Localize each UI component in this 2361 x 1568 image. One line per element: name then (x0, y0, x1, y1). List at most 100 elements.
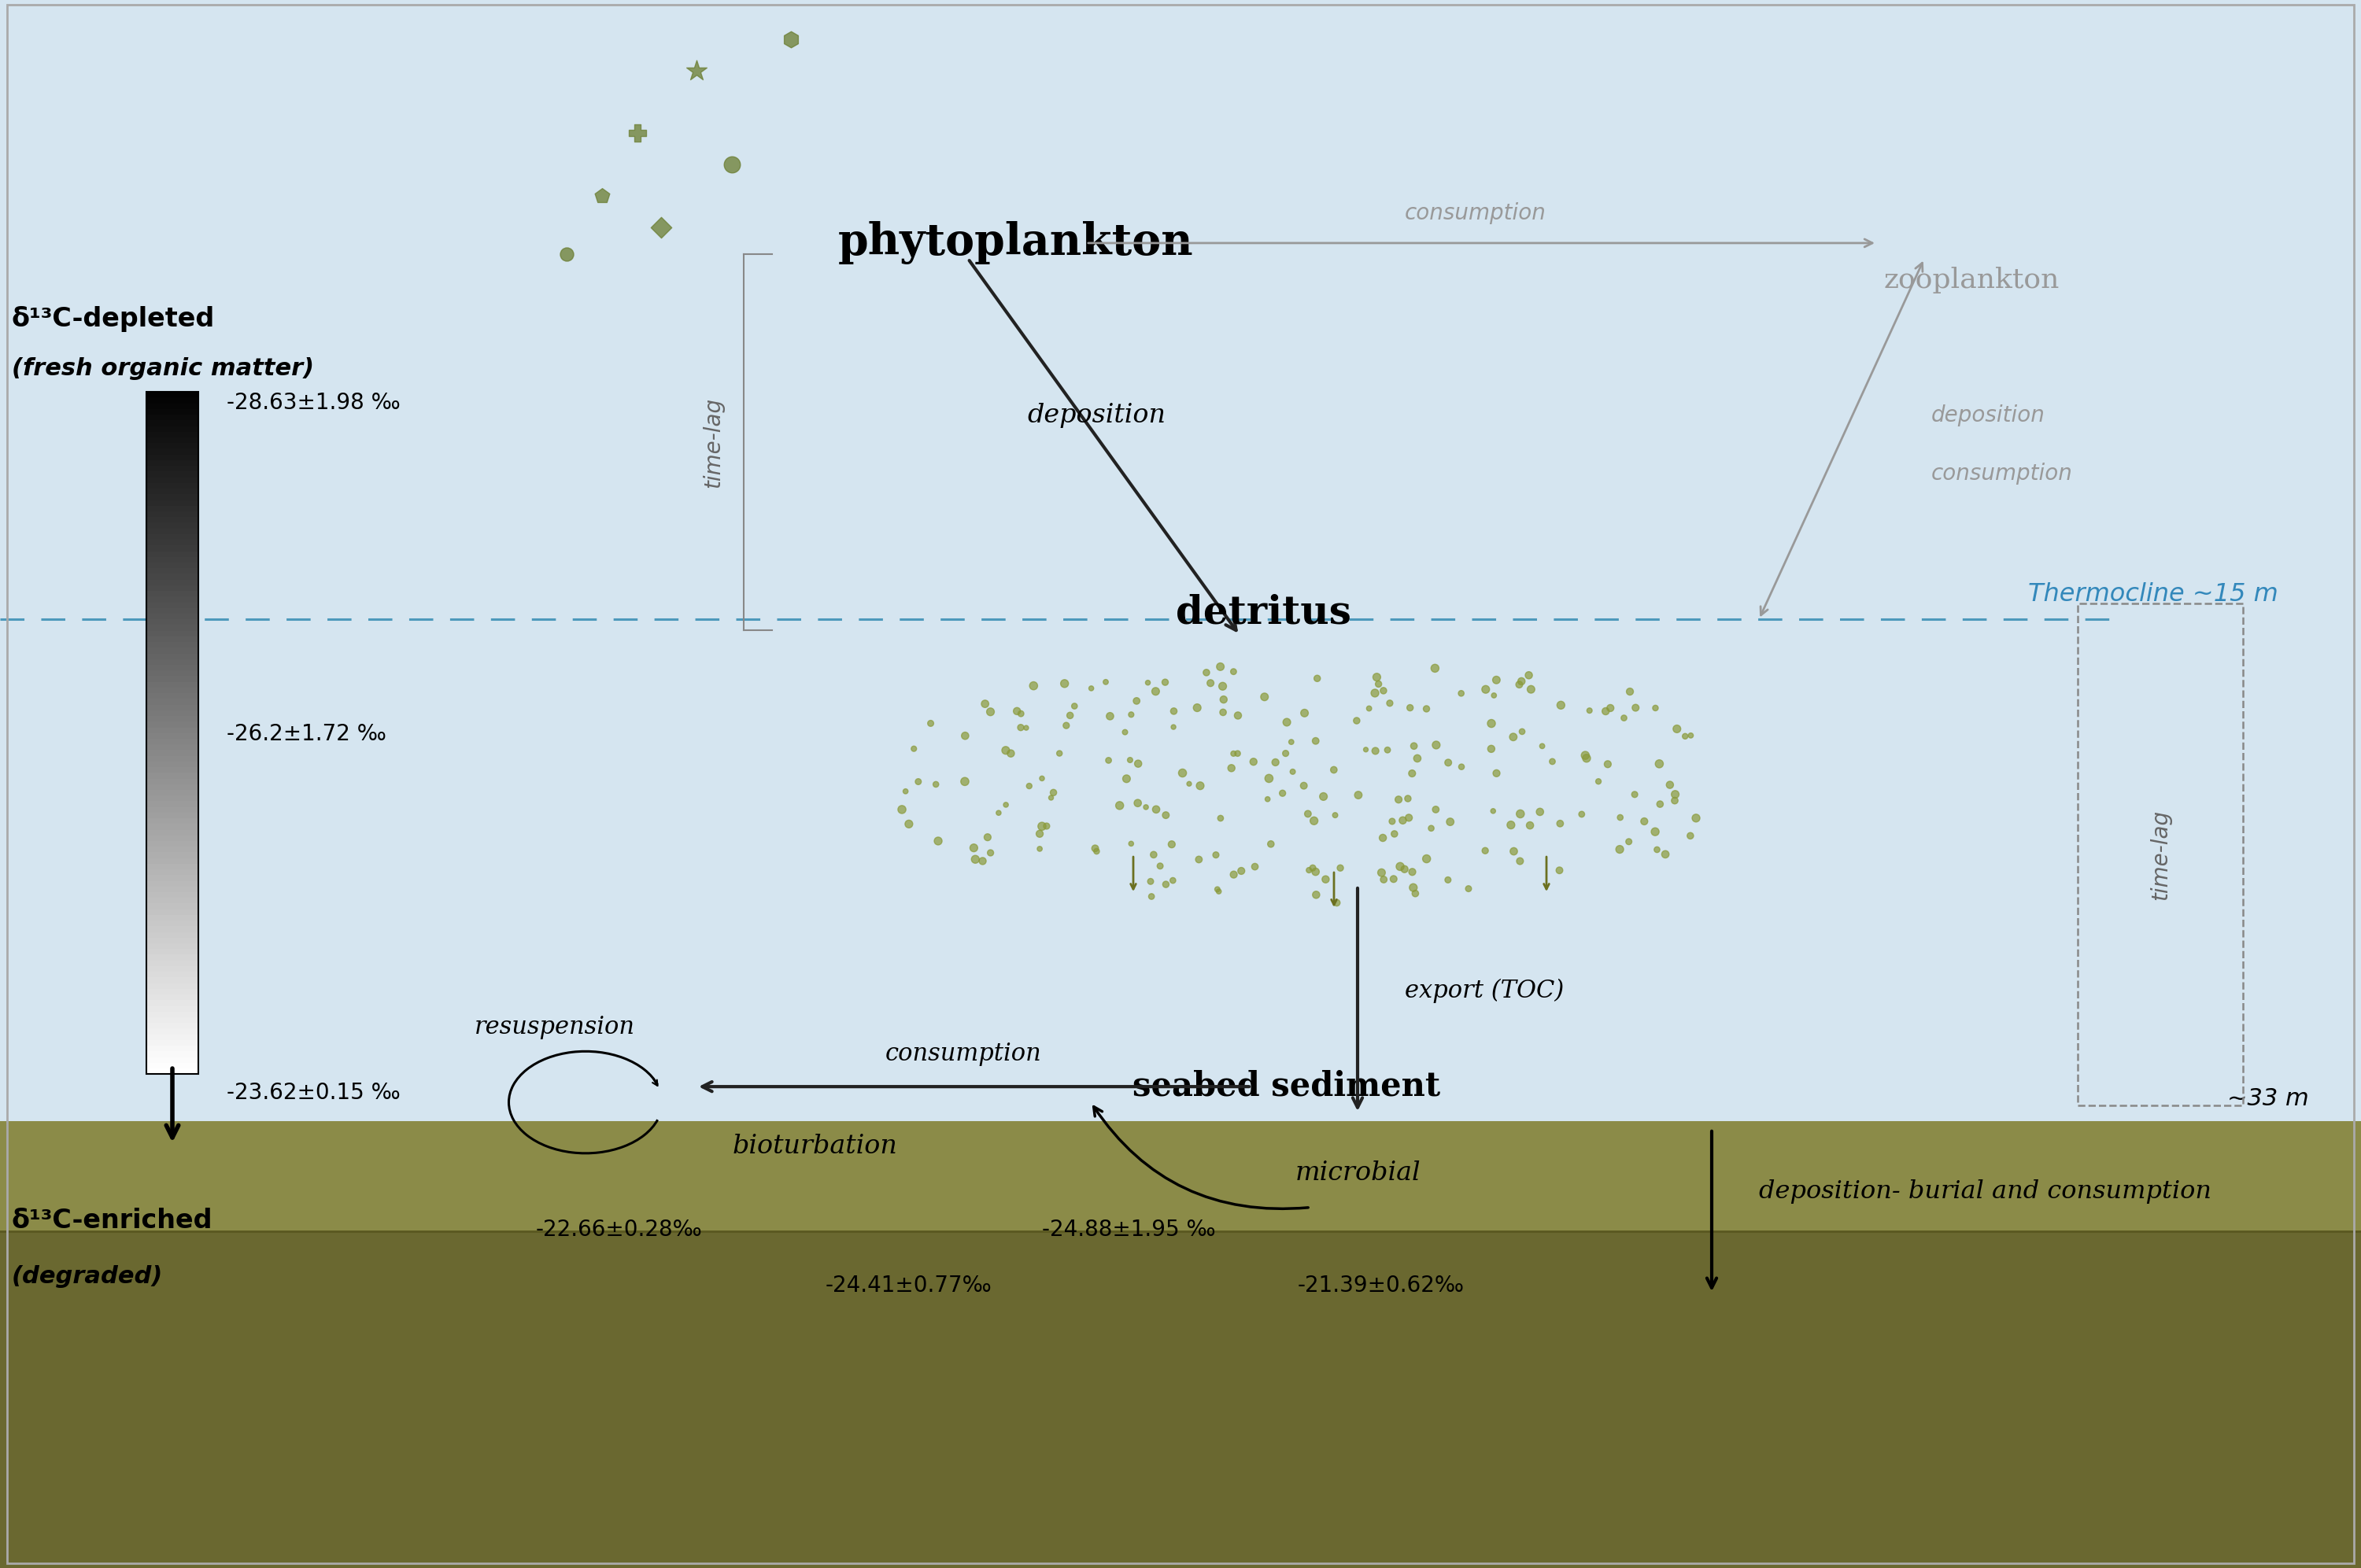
Point (1502, 848, 1539, 873)
Bar (146, 626, 198, 630)
Point (1315, 757, 1353, 782)
Bar (146, 927, 198, 931)
Point (1256, 750, 1294, 775)
Point (1565, 743, 1603, 768)
Bar (146, 409, 198, 416)
Bar (146, 591, 198, 597)
Point (1199, 877, 1237, 902)
Point (1138, 797, 1176, 822)
Point (1610, 829, 1648, 855)
Point (1346, 737, 1384, 762)
Point (1580, 768, 1617, 793)
Point (1478, 668, 1516, 693)
Text: (fresh organic matter): (fresh organic matter) (12, 358, 314, 381)
Bar (146, 563, 198, 568)
Point (1077, 836, 1114, 861)
Point (1317, 803, 1355, 828)
Point (1119, 790, 1157, 815)
Point (1376, 822, 1414, 847)
Point (1155, 699, 1192, 724)
Bar (146, 721, 198, 728)
Text: time-lag: time-lag (701, 397, 725, 488)
Bar (146, 676, 198, 682)
Point (1268, 710, 1306, 735)
Text: resuspension: resuspension (475, 1014, 635, 1040)
Bar (146, 710, 198, 717)
Point (1601, 804, 1639, 829)
Point (1008, 715, 1046, 740)
Point (1249, 765, 1287, 790)
Text: deposition: deposition (1027, 403, 1166, 428)
Point (1046, 671, 1084, 696)
Point (999, 699, 1036, 724)
Point (1676, 806, 1714, 831)
Point (1048, 713, 1086, 739)
Point (1542, 693, 1580, 718)
Text: deposition: deposition (1931, 405, 2045, 426)
Bar (146, 994, 198, 1000)
Point (1136, 679, 1173, 704)
Point (888, 779, 926, 804)
Point (678, 58, 715, 83)
Point (1476, 684, 1513, 709)
Point (1610, 679, 1648, 704)
Bar (146, 426, 198, 431)
Text: export (TOC): export (TOC) (1405, 978, 1563, 1004)
Point (1360, 671, 1398, 696)
Point (973, 699, 1011, 724)
Point (1192, 671, 1230, 696)
Bar (146, 909, 198, 916)
Point (1365, 825, 1402, 850)
Point (1624, 809, 1662, 834)
Bar (146, 829, 198, 836)
Point (1667, 724, 1705, 750)
Bar (146, 699, 198, 704)
Point (1502, 668, 1539, 693)
Bar (146, 734, 198, 739)
Point (1223, 858, 1261, 883)
Bar (146, 643, 198, 648)
Point (1407, 847, 1445, 872)
Bar (146, 648, 198, 654)
Point (1022, 765, 1060, 790)
Point (1398, 746, 1435, 771)
Point (1296, 859, 1334, 884)
Bar (146, 1011, 198, 1018)
Bar (146, 750, 198, 756)
Point (1249, 787, 1287, 812)
Point (1636, 696, 1674, 721)
Point (1374, 867, 1412, 892)
Bar (146, 1022, 198, 1029)
Point (1478, 760, 1516, 786)
Bar (146, 522, 198, 528)
Bar (146, 858, 198, 864)
Bar (146, 836, 198, 840)
Point (1289, 858, 1327, 883)
Point (1055, 693, 1093, 718)
Point (1466, 677, 1504, 702)
Text: ~33 m: ~33 m (2226, 1087, 2309, 1110)
Point (1641, 751, 1679, 776)
Point (1511, 812, 1549, 837)
Text: -28.63±1.98 ‰: -28.63±1.98 ‰ (227, 392, 401, 414)
Point (973, 840, 1011, 866)
Point (1204, 687, 1242, 712)
Bar (146, 966, 198, 972)
Point (1473, 737, 1511, 762)
Point (1339, 709, 1376, 734)
Point (1504, 720, 1542, 745)
Point (1268, 740, 1306, 765)
Bar (146, 580, 198, 585)
Point (619, 121, 656, 146)
Bar (146, 613, 198, 619)
Point (1218, 702, 1256, 728)
Point (1001, 715, 1039, 740)
Point (1499, 673, 1537, 698)
Text: bioturbation: bioturbation (732, 1134, 897, 1159)
Bar (146, 585, 198, 591)
Point (1296, 883, 1334, 908)
Point (968, 825, 1006, 850)
Point (1639, 837, 1676, 862)
Point (963, 848, 1001, 873)
Point (1657, 717, 1695, 742)
